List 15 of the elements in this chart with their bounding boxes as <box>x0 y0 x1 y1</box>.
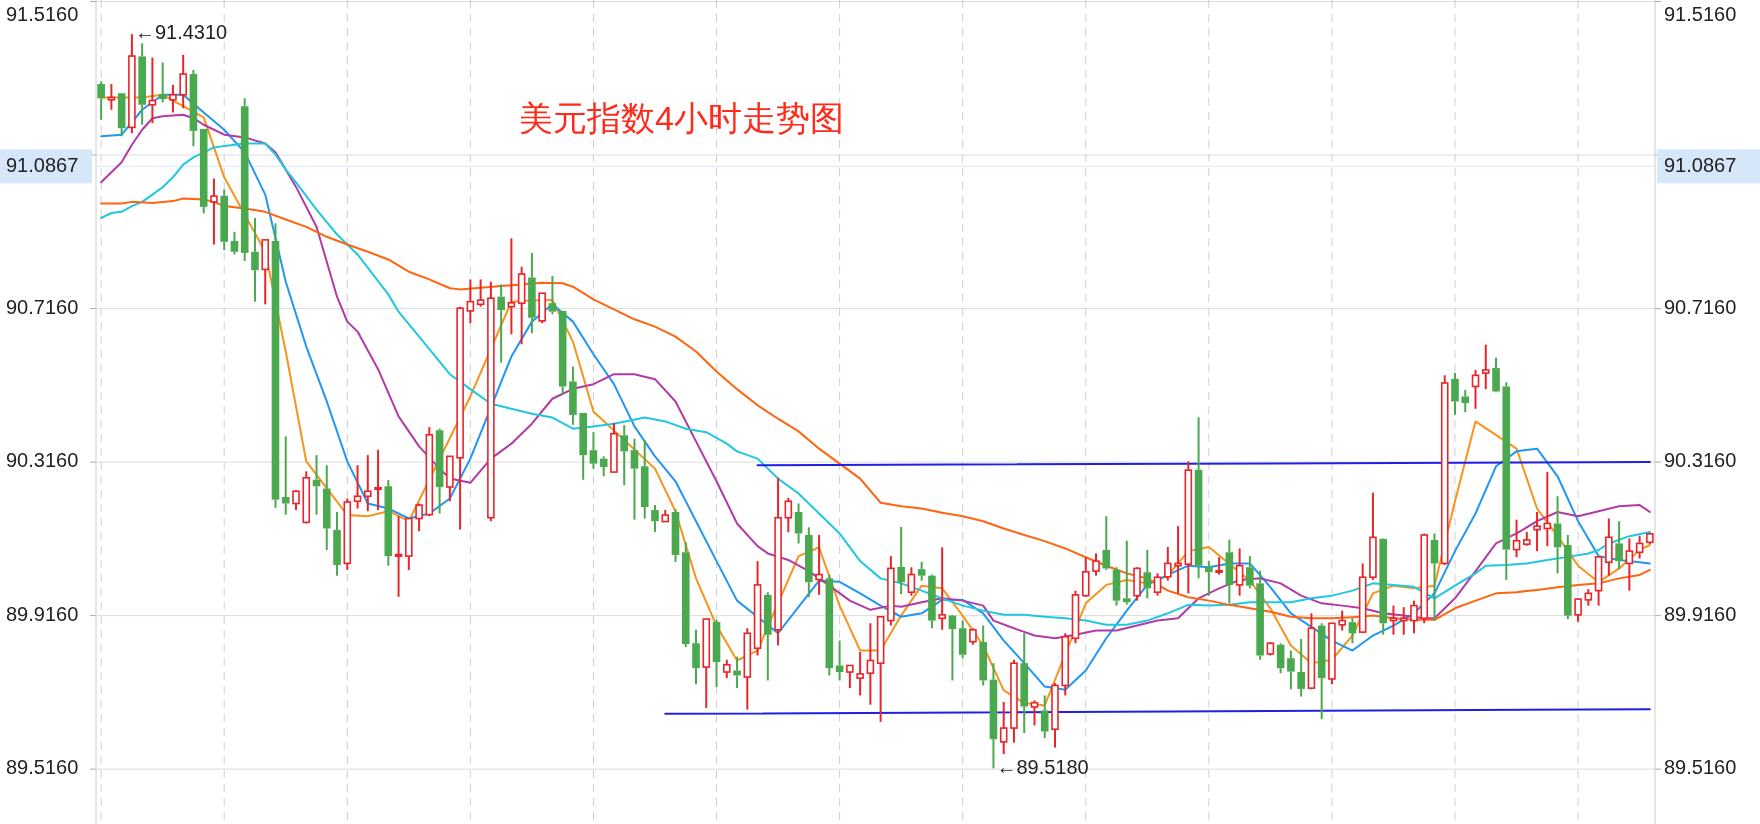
y-tick-label: 90.7160 <box>6 295 79 318</box>
y-tick-label: 91.5160 <box>6 3 79 26</box>
y2-tick-label: 89.9160 <box>1664 602 1737 625</box>
title: 美元指数4小时走势图 <box>519 99 844 137</box>
y-tick-label: 89.5160 <box>6 756 79 779</box>
y2-tick-label: 89.5160 <box>1664 756 1737 779</box>
annotation: ←91.4310 <box>134 21 228 44</box>
ref-line-label: 91.0867 <box>1664 153 1737 176</box>
y-tick-label: 90.3160 <box>6 449 79 472</box>
text: 91.0867 <box>6 153 79 176</box>
y2-tick-label: 91.5160 <box>1664 3 1737 26</box>
annotation: ←89.5180 <box>996 755 1089 778</box>
y2-tick-label: 90.7160 <box>1664 295 1737 318</box>
y2-tick-label: 90.3160 <box>1664 449 1737 472</box>
y-tick-label: 89.9160 <box>6 602 79 625</box>
